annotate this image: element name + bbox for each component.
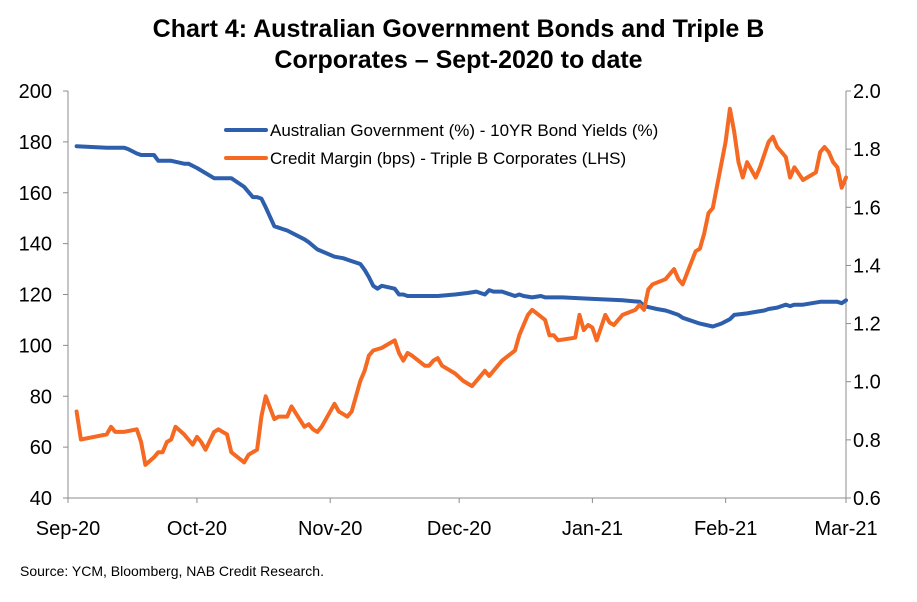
right-tick-label: 0.8 — [853, 430, 881, 452]
x-tick-label: Oct-20 — [167, 518, 227, 540]
right-tick-label: 2.0 — [853, 81, 881, 103]
left-tick-label: 160 — [19, 183, 52, 205]
x-tick-label: Sep-20 — [36, 518, 101, 540]
x-tick-label: Feb-21 — [694, 518, 757, 540]
source-note: Source: YCM, Bloomberg, NAB Credit Resea… — [20, 563, 324, 579]
bond-yield-series-line — [74, 144, 848, 329]
chart-title-line2: Corporates – Sept-2020 to date — [274, 46, 643, 74]
x-tick-label: Mar-21 — [814, 518, 877, 540]
left-tick-label: 120 — [19, 285, 52, 307]
chart-title-line1: Chart 4: Australian Government Bonds and… — [152, 15, 765, 43]
x-tick-label: Dec-20 — [427, 518, 491, 540]
right-tick-label: 1.2 — [853, 314, 881, 336]
right-tick-label: 0.6 — [853, 488, 881, 510]
legend-label-credit: Credit Margin (bps) - Triple B Corporate… — [270, 149, 626, 168]
left-tick-label: 80 — [30, 386, 52, 408]
chart-title: Chart 4: Australian Government Bonds and… — [0, 14, 917, 76]
x-tick-label: Nov-20 — [298, 518, 362, 540]
right-tick-label: 1.4 — [853, 255, 881, 277]
right-tick-label: 1.6 — [853, 197, 881, 219]
left-tick-label: 180 — [19, 132, 52, 154]
legend-label-bond: Australian Government (%) - 10YR Bond Yi… — [270, 121, 658, 140]
left-tick-label: 100 — [19, 335, 52, 357]
left-tick-label: 40 — [30, 488, 52, 510]
right-tick-label: 1.8 — [853, 139, 881, 161]
credit-margin-series-line — [74, 106, 848, 467]
left-tick-label: 140 — [19, 234, 52, 256]
left-tick-label: 60 — [30, 437, 52, 459]
x-tick-label: Jan-21 — [562, 518, 623, 540]
left-tick-label: 200 — [19, 81, 52, 103]
right-tick-label: 1.0 — [853, 372, 881, 394]
